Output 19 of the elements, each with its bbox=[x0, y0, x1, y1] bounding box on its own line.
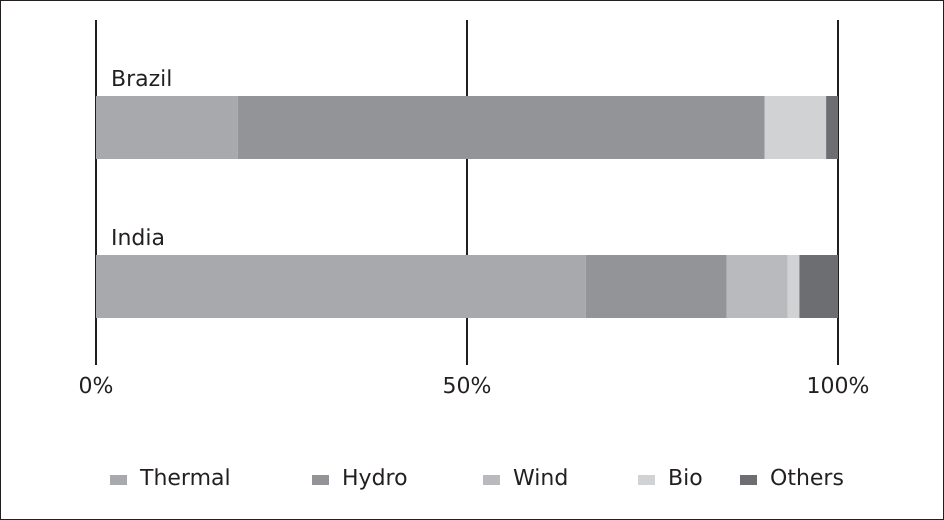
bar bbox=[96, 96, 238, 159]
legend-label: Hydro bbox=[342, 466, 408, 491]
bar bbox=[96, 255, 586, 318]
x-tick-label: 50% bbox=[442, 374, 492, 399]
bar bbox=[826, 96, 838, 159]
bar bbox=[799, 255, 838, 318]
legend-label: Others bbox=[770, 466, 844, 491]
bar bbox=[788, 255, 800, 318]
bar bbox=[726, 255, 788, 318]
x-tick-label: 100% bbox=[806, 374, 870, 399]
bar bbox=[238, 96, 765, 159]
x-tick-label: 0% bbox=[78, 374, 114, 399]
legend-label: Bio bbox=[668, 466, 703, 491]
legend-label: Wind bbox=[513, 466, 568, 491]
y-tick-label: India bbox=[111, 226, 165, 251]
bar bbox=[586, 255, 727, 318]
bar bbox=[764, 96, 826, 159]
y-tick-label: Brazil bbox=[111, 67, 172, 92]
legend-label: Thermal bbox=[139, 466, 231, 491]
